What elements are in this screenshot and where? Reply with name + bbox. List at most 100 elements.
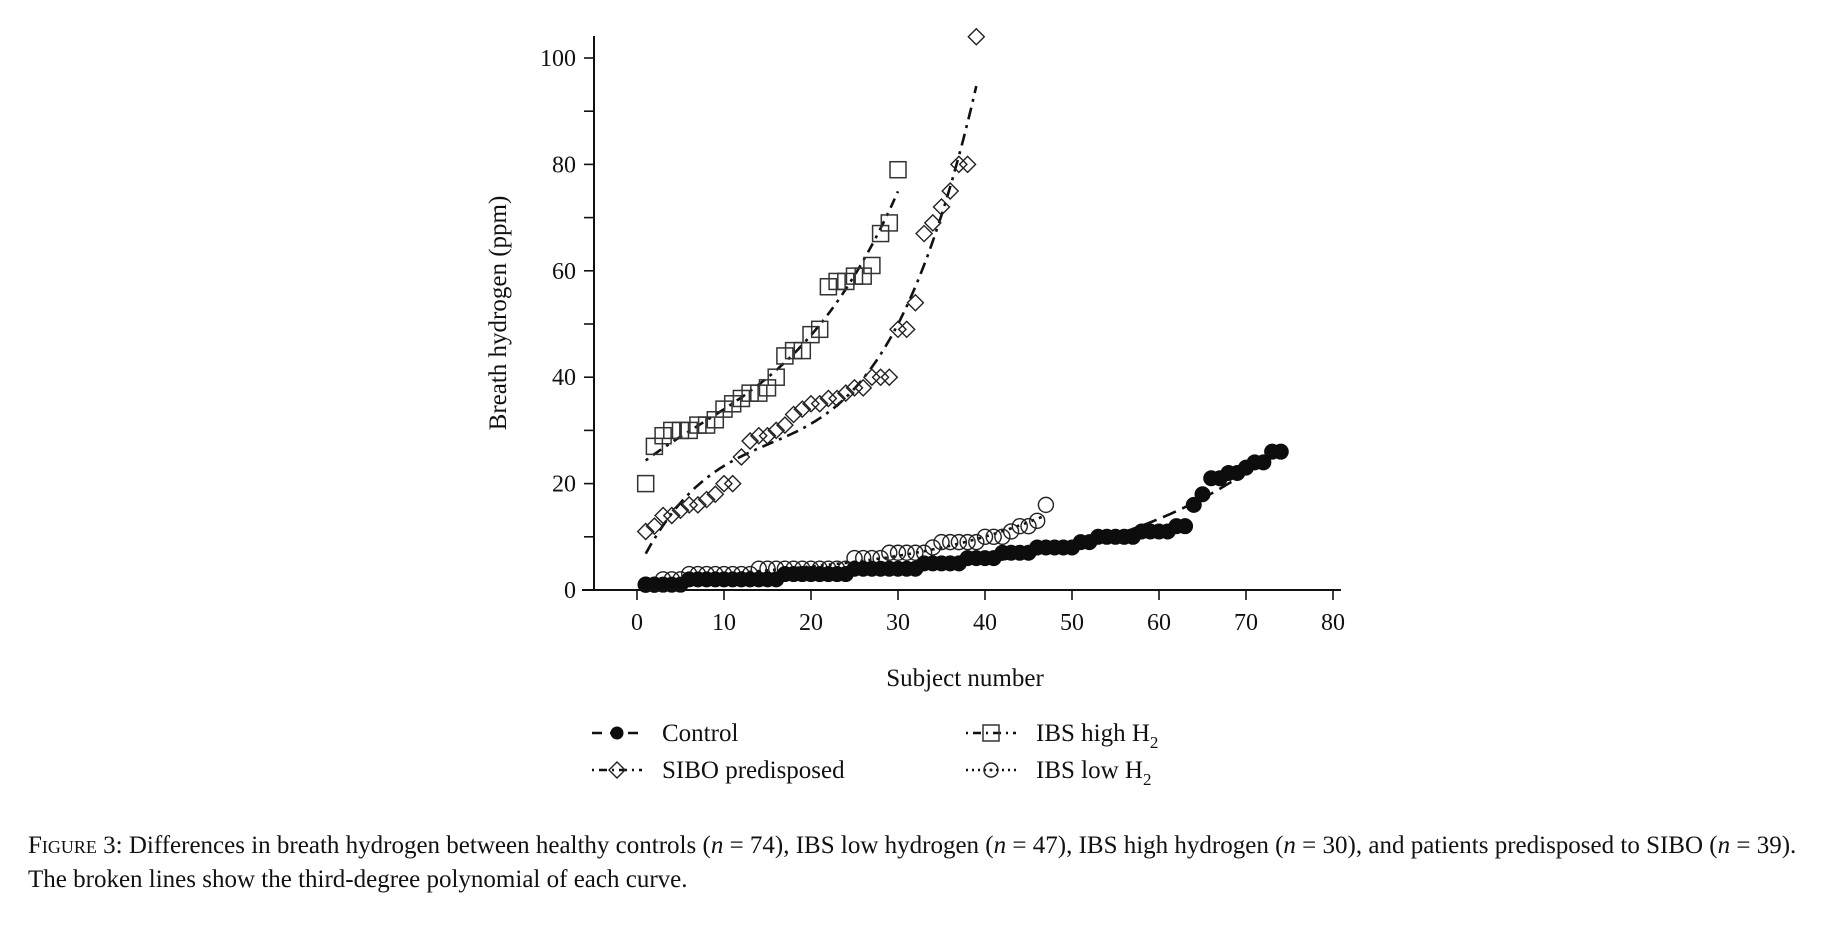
data-point	[749, 426, 768, 445]
figure-label: Figure 3:	[28, 832, 123, 859]
chart: 0 20 40 60 80 100 0 10 20 30 40 50 60 70 80 Breath hy…	[485, 27, 1345, 789]
data-point	[959, 533, 976, 551]
data-point	[680, 495, 699, 514]
data-point	[671, 501, 690, 520]
figure-caption: Figure 3: Differences in breath hydrogen…	[28, 832, 1797, 893]
data-point	[723, 474, 742, 493]
fit-line-ibs-low-h2	[645, 513, 1047, 585]
data-point	[907, 544, 924, 561]
legend-marker-dot	[989, 768, 993, 772]
data-point	[810, 394, 829, 413]
legend-label: IBS low H2	[1036, 757, 1151, 789]
data-point	[881, 544, 898, 561]
legend-item-ibs-high-h2: IBS high H2	[966, 720, 1158, 752]
y-tick-label: 100	[540, 46, 576, 72]
y-tick-label: 20	[552, 472, 576, 498]
data-point	[1011, 517, 1028, 535]
data-point	[976, 528, 994, 545]
data-point	[1272, 443, 1289, 460]
data-point	[862, 368, 881, 387]
data-point	[793, 400, 812, 419]
data-point	[889, 320, 907, 339]
data-point	[1028, 512, 1046, 530]
data-point	[898, 544, 915, 561]
legend-subscript: 2	[1143, 770, 1152, 789]
x-ticks: 0 10 20 30 40 50 60 70 80	[631, 590, 1345, 636]
x-tick-label: 10	[712, 610, 736, 636]
y-tick-label: 80	[552, 152, 576, 178]
data-point	[863, 256, 881, 275]
data-point	[967, 27, 986, 46]
data-point	[654, 506, 673, 525]
data-point	[819, 389, 838, 408]
axes	[582, 36, 1341, 591]
data-point	[906, 293, 925, 312]
data-point	[871, 368, 890, 387]
y-ticks: 0 20 40 60 80 100	[540, 46, 594, 604]
series-control	[637, 443, 1289, 593]
data-point	[767, 368, 785, 386]
data-point	[942, 533, 959, 551]
data-point	[949, 155, 968, 174]
fit-line-ibs-high-h2	[644, 190, 900, 462]
data-point	[706, 485, 725, 504]
legend-item-sibo-predisposed: SIBO predisposed	[592, 757, 845, 784]
data-point	[1194, 486, 1211, 503]
x-tick-label: 70	[1234, 610, 1258, 636]
x-axis-title: Subject number	[886, 665, 1044, 692]
data-point	[802, 394, 820, 413]
data-point	[889, 544, 907, 561]
data-point	[1002, 523, 1020, 540]
data-point	[836, 384, 855, 403]
data-point	[828, 389, 847, 408]
data-point	[697, 490, 716, 509]
data-point	[932, 197, 951, 216]
data-point	[1037, 496, 1055, 514]
legend-marker	[983, 762, 999, 778]
data-point	[758, 426, 777, 445]
data-point	[968, 533, 985, 551]
data-point	[715, 474, 733, 493]
legend-marker	[982, 724, 1000, 742]
x-tick-label: 80	[1321, 610, 1345, 636]
x-tick-label: 50	[1060, 610, 1084, 636]
data-point	[924, 539, 941, 556]
x-tick-label: 0	[631, 610, 643, 636]
data-point	[845, 378, 864, 397]
data-point	[889, 160, 907, 179]
legend-label: Control	[662, 720, 738, 747]
legend-marker	[608, 761, 626, 779]
data-point	[985, 528, 1002, 545]
data-point	[741, 432, 760, 451]
x-tick-label: 60	[1147, 610, 1171, 636]
data-point	[662, 506, 681, 525]
data-point	[1255, 454, 1272, 471]
data-point	[915, 224, 934, 243]
data-point	[645, 517, 664, 536]
fit-line-sibo-predisposed	[644, 85, 978, 555]
legend-item-ibs-low-h2: IBS low H2	[966, 757, 1151, 789]
data-point	[1185, 496, 1202, 513]
y-tick-label: 60	[552, 259, 576, 285]
data-point	[880, 368, 899, 387]
data-point	[994, 528, 1011, 545]
data-point	[732, 448, 751, 466]
series-sibo-predisposed	[636, 27, 986, 541]
data-point	[1177, 518, 1194, 535]
y-tick-label: 0	[564, 578, 576, 604]
data-point	[636, 474, 655, 493]
data-point	[854, 378, 873, 397]
data-point	[923, 213, 942, 232]
data-points	[636, 27, 1289, 593]
data-point	[933, 533, 950, 551]
data-point	[958, 155, 977, 174]
series-ibs-high-h2	[636, 160, 907, 493]
data-point	[767, 421, 786, 440]
data-point	[1020, 517, 1037, 535]
data-point	[941, 182, 960, 200]
y-axis-title: Breath hydrogen (ppm)	[485, 196, 512, 431]
data-point	[880, 214, 899, 232]
legend-item-control: Control	[592, 720, 738, 747]
x-tick-label: 20	[799, 610, 823, 636]
x-tick-label: 40	[973, 610, 997, 636]
